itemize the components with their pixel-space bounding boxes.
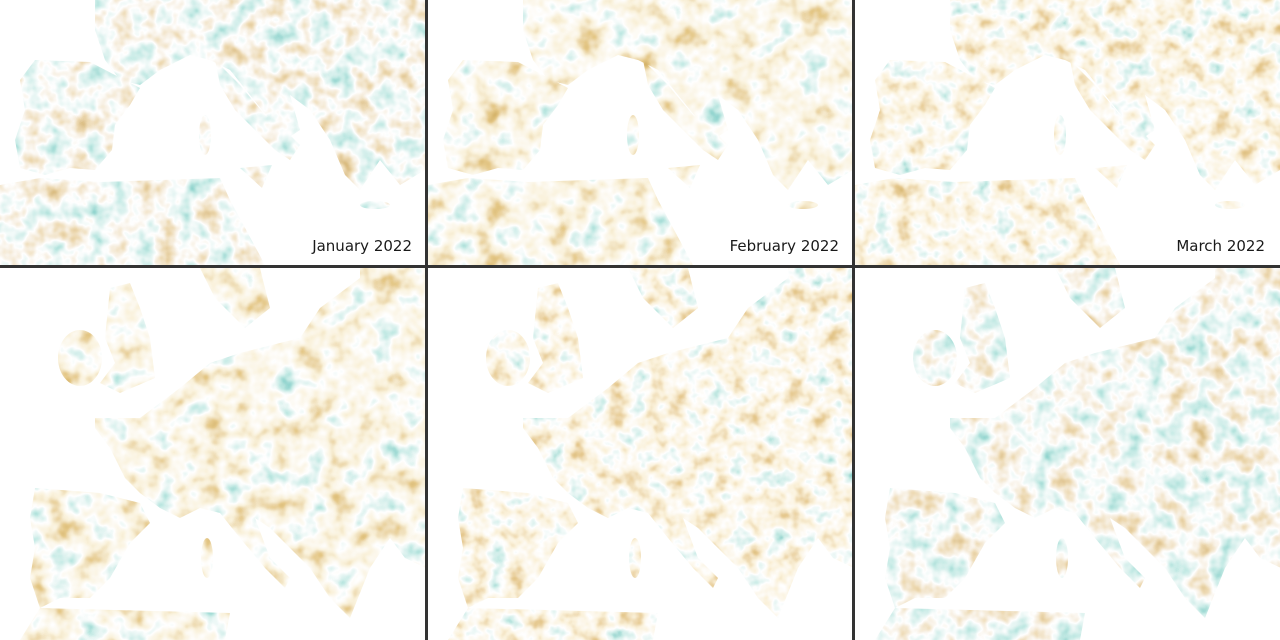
map-panel: February 2022 bbox=[428, 0, 852, 265]
map-panel: March 2022 bbox=[855, 0, 1280, 265]
month-label: February 2022 bbox=[730, 237, 839, 255]
month-label: January 2022 bbox=[311, 237, 412, 255]
map-panel bbox=[855, 268, 1280, 640]
map-panel: January 2022 bbox=[0, 0, 425, 265]
map-panel bbox=[0, 268, 425, 640]
month-label: March 2022 bbox=[1176, 237, 1265, 255]
map-panel bbox=[428, 268, 852, 640]
